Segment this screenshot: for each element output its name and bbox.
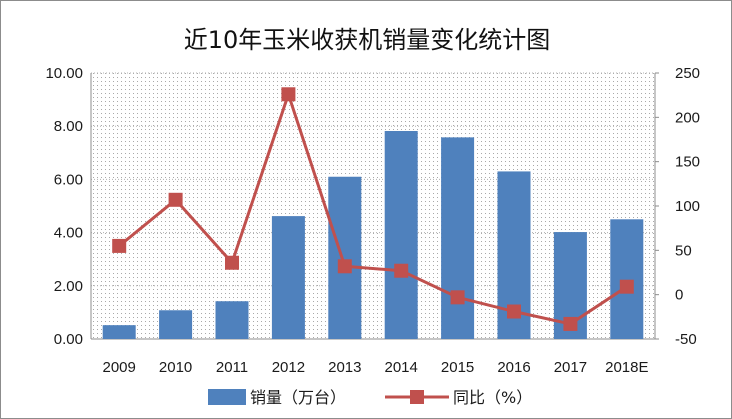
line-marker-2010 — [168, 192, 183, 207]
bar-2012 — [271, 216, 305, 339]
y-left-tick-label: 6.00 — [54, 171, 83, 188]
legend-marker-yoy — [410, 390, 424, 404]
line-marker-2013 — [337, 259, 352, 274]
legend-label-sales: 销量（万台） — [250, 388, 346, 407]
line-marker-2014 — [394, 263, 409, 278]
y-left-tick-label: 2.00 — [54, 278, 83, 295]
bar-2015 — [441, 137, 475, 339]
line-marker-2012 — [281, 87, 296, 102]
y-right-tick-label: 50 — [675, 242, 692, 259]
x-tick-label: 2015 — [441, 359, 474, 376]
line-marker-2016 — [507, 304, 521, 319]
y-right-tick-label: -50 — [675, 331, 697, 348]
y-left-tick-label: 8.00 — [54, 118, 83, 135]
y-left-tick-label: 10.00 — [45, 65, 83, 82]
bar-2013 — [328, 176, 362, 339]
x-tick-label: 2012 — [272, 359, 305, 376]
bar-2018E — [610, 219, 644, 339]
line-marker-2017 — [563, 316, 578, 331]
bar-2014 — [384, 130, 418, 339]
y-right-tick-label: 200 — [675, 109, 700, 126]
y-right-tick-label: 100 — [675, 198, 700, 215]
chart-title: 近10年玉米收获机销量变化统计图 — [184, 26, 551, 54]
line-marker-2018E — [619, 279, 634, 294]
line-marker-2009 — [112, 238, 127, 253]
line-marker-2015 — [450, 290, 465, 305]
legend-swatch-sales — [208, 389, 246, 405]
y-left-tick-label: 0.00 — [54, 331, 83, 348]
y-right-tick-label: 0 — [675, 287, 683, 304]
x-tick-label: 2017 — [554, 359, 587, 376]
x-tick-label: 2018E — [605, 359, 648, 376]
x-tick-label: 2013 — [328, 359, 361, 376]
line-series — [118, 92, 628, 326]
x-tick-label: 2014 — [385, 359, 418, 376]
bar-2009 — [102, 325, 136, 339]
x-tick-label: 2016 — [497, 359, 530, 376]
x-tick-label: 2010 — [159, 359, 192, 376]
y-right-tick-label: 150 — [675, 154, 700, 171]
x-tick-label: 2011 — [216, 359, 248, 376]
bar-2011 — [215, 301, 249, 339]
y-right-tick-label: 250 — [675, 65, 700, 82]
y-left-tick-label: 4.00 — [54, 225, 83, 242]
legend-label-yoy: 同比（%） — [453, 388, 532, 407]
bar-2010 — [159, 310, 193, 339]
x-tick-label: 2009 — [103, 359, 136, 376]
line-marker-2011 — [225, 255, 239, 270]
